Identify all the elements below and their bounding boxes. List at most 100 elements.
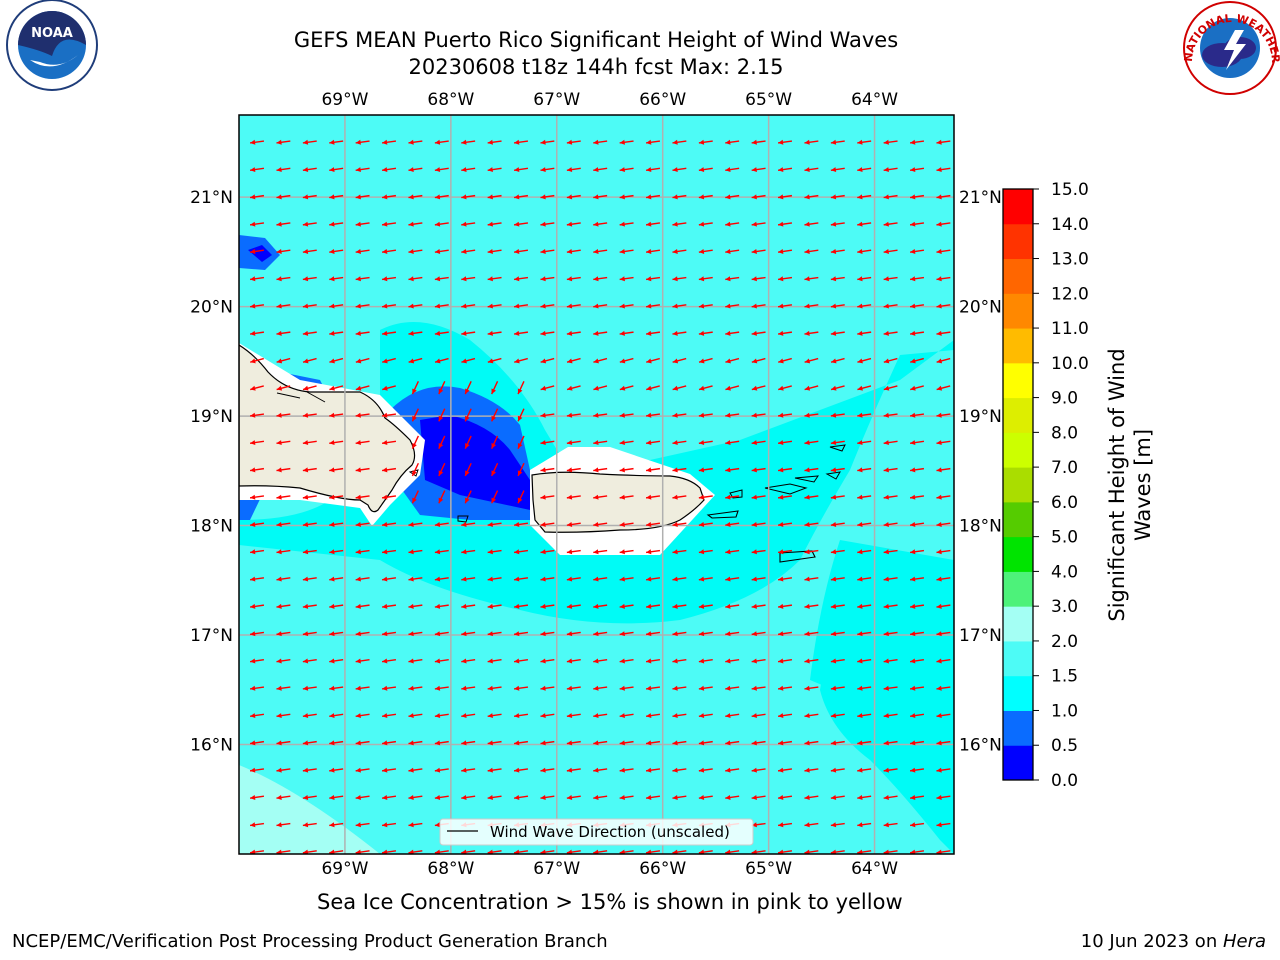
- wave-direction-arrow: [408, 139, 423, 145]
- colorbar-tick-label: 0.0: [1051, 771, 1078, 791]
- lon-tick-label: 67°W: [533, 90, 580, 110]
- wave-direction-arrow: [804, 139, 819, 145]
- wave-direction-arrow: [355, 440, 370, 446]
- wave-direction-arrow: [593, 658, 608, 664]
- wave-direction-arrow: [408, 303, 423, 309]
- wave-direction-arrow: [645, 549, 661, 555]
- wave-direction-arrow: [725, 385, 740, 391]
- wave-direction-arrow: [566, 603, 581, 609]
- colorbar-tick-label: 14.0: [1051, 215, 1089, 235]
- wave-direction-arrow: [857, 522, 872, 527]
- wave-direction-arrow: [725, 249, 740, 254]
- wave-direction-arrow: [461, 549, 476, 555]
- wave-direction-arrow: [461, 357, 476, 364]
- wave-direction-arrow: [276, 522, 291, 527]
- wave-direction-arrow: [593, 276, 608, 282]
- wave-direction-arrow: [566, 385, 581, 391]
- longitude-labels-top: 69°W 68°W 67°W 66°W 65°W 64°W: [321, 90, 898, 110]
- wave-direction-arrow: [593, 603, 608, 609]
- wave-direction-arrow: [619, 603, 634, 609]
- wave-direction-arrow: [909, 740, 925, 746]
- wave-direction-arrow: [672, 221, 687, 227]
- wave-direction-arrow: [540, 221, 555, 227]
- wave-direction-arrow: [830, 303, 845, 309]
- wave-direction-arrow: [540, 494, 555, 500]
- wave-direction-arrow: [936, 467, 951, 473]
- wave-direction-arrow: [513, 603, 529, 609]
- wave-direction-arrow: [513, 249, 529, 254]
- wave-direction-arrow: [513, 713, 529, 719]
- wave-direction-arrow: [461, 522, 476, 527]
- chart-title: GEFS MEAN Puerto Rico Significant Height…: [293, 28, 899, 52]
- wave-direction-arrow: [698, 330, 713, 336]
- wave-direction-arrow: [804, 167, 819, 173]
- colorbar-tick-label: 12.0: [1051, 284, 1089, 304]
- wave-direction-arrow: [857, 221, 872, 227]
- wave-direction-arrow: [698, 713, 713, 719]
- wave-direction-arrow: [540, 167, 555, 173]
- wave-direction-arrow: [698, 194, 713, 200]
- wave-direction-arrow: [302, 658, 317, 664]
- wave-direction-arrow: [381, 194, 397, 200]
- wave-direction-arrow: [857, 167, 872, 173]
- wave-direction-arrow: [936, 440, 951, 446]
- footer-date: 10 Jun 2023 on Hera: [1081, 931, 1266, 952]
- sea-ice-note: Sea Ice Concentration > 15% is shown in …: [317, 890, 903, 914]
- wave-direction-arrow: [830, 385, 845, 391]
- wave-direction-arrow: [249, 822, 265, 828]
- wave-direction-arrow: [830, 658, 845, 664]
- wave-direction-arrow: [619, 221, 634, 227]
- wave-direction-arrow: [517, 490, 525, 504]
- colorbar-tick-label: 11.0: [1051, 319, 1089, 339]
- wave-direction-arrow: [382, 385, 396, 391]
- wave-direction-arrow: [936, 330, 951, 336]
- colorbar-tick-label: 1.0: [1051, 701, 1078, 721]
- wave-direction-arrow: [408, 249, 423, 254]
- wave-direction-arrow: [461, 249, 476, 254]
- wave-direction-arrow: [936, 139, 951, 145]
- wave-direction-arrow: [329, 849, 344, 854]
- wave-direction-arrow: [249, 522, 265, 527]
- wave-direction-arrow: [698, 849, 713, 854]
- wave-direction-arrow: [487, 522, 502, 527]
- wave-direction-arrow: [725, 276, 740, 282]
- wave-direction-arrow: [619, 139, 634, 145]
- wave-direction-arrow: [936, 167, 951, 173]
- wave-direction-arrow: [909, 603, 925, 609]
- wave-direction-arrow: [461, 631, 476, 637]
- wave-direction-arrow: [487, 795, 502, 800]
- wave-direction-arrow: [725, 440, 740, 446]
- wave-direction-arrow: [936, 276, 951, 282]
- wave-direction-arrow: [540, 740, 555, 746]
- wave-direction-arrow: [777, 249, 793, 254]
- wave-direction-arrow: [381, 549, 397, 555]
- wave-direction-arrow: [513, 276, 529, 282]
- latitude-labels-right: 21°N 20°N 19°N 18°N 17°N 16°N: [959, 188, 1002, 755]
- wave-direction-arrow: [936, 740, 951, 746]
- lat-tick-label: 20°N: [190, 298, 233, 318]
- wave-direction-arrow: [909, 576, 925, 582]
- wave-direction-arrow: [302, 767, 317, 773]
- wave-direction-arrow: [302, 522, 317, 527]
- wave-direction-arrow: [249, 303, 265, 309]
- wave-direction-arrow: [830, 767, 845, 773]
- wave-direction-arrow: [672, 795, 687, 800]
- wave-direction-arrow: [698, 139, 713, 145]
- wave-direction-arrow: [355, 795, 370, 800]
- wave-direction-arrow: [672, 658, 687, 664]
- wave-direction-arrow: [302, 221, 317, 227]
- wave-direction-arrow: [381, 167, 397, 173]
- wave-direction-arrow: [434, 631, 449, 637]
- wave-direction-arrow: [434, 767, 449, 773]
- wave-direction-arrow: [593, 139, 608, 145]
- wave-direction-arrow: [593, 685, 608, 691]
- lon-tick-label: 66°W: [639, 859, 686, 879]
- colorbar-tick-label: 15.0: [1051, 180, 1089, 200]
- wave-direction-arrow: [302, 603, 317, 609]
- lat-tick-label: 16°N: [190, 736, 233, 756]
- wave-direction-arrow: [355, 822, 370, 828]
- wave-direction-arrow: [329, 631, 344, 637]
- wave-direction-arrow: [857, 849, 872, 854]
- wave-direction-arrow: [249, 194, 265, 200]
- wave-direction-arrow: [857, 303, 872, 309]
